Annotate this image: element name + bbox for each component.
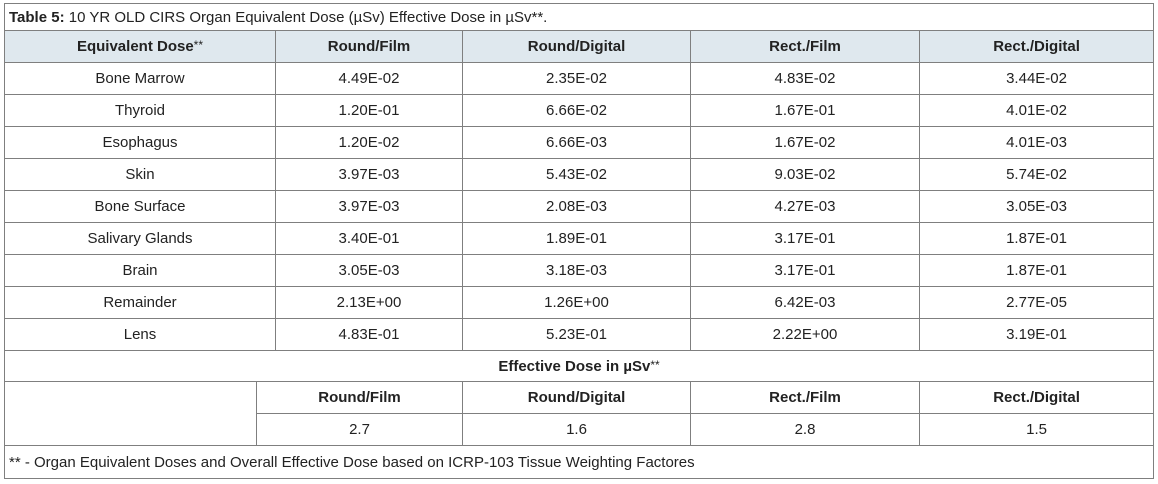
effective-values-row: 2.7 1.6 2.8 1.5: [5, 413, 1155, 446]
table-row: Bone Marrow 4.49E-02 2.35E-02 4.83E-02 3.44E…: [4, 62, 1155, 95]
dose-value-cell: 6.66E-02: [462, 94, 691, 127]
eff-value-rect-film: 2.8: [690, 413, 920, 446]
effective-blank-cell: [4, 381, 257, 446]
organ-name-cell: Bone Marrow: [4, 62, 276, 95]
eff-value-round-film: 2.7: [256, 413, 463, 446]
eff-header-round-film: Round/Film: [256, 381, 463, 414]
dose-value-cell: 3.44E-02: [918, 62, 1155, 95]
table-row: Skin 3.97E-03 5.43E-02 9.03E-02 5.74E-02: [4, 158, 1155, 191]
eff-header-rect-film: Rect./Film: [690, 381, 920, 414]
dose-value-cell: 2.13E+00: [275, 286, 463, 319]
dose-value-cell: 3.19E-01: [918, 318, 1155, 351]
organ-name-cell: Brain: [4, 254, 276, 287]
col-header-rect-film: Rect./Film: [690, 30, 920, 63]
dose-value-cell: 9.03E-02: [690, 158, 920, 191]
dose-value-cell: 1.67E-01: [690, 94, 920, 127]
organ-name-cell: Bone Surface: [4, 190, 276, 223]
eff-value-round-digital: 1.6: [462, 413, 691, 446]
dose-value-cell: 3.40E-01: [275, 222, 463, 255]
dose-value-cell: 4.83E-02: [690, 62, 920, 95]
organ-name-cell: Skin: [4, 158, 276, 191]
table-footnote: ** - Organ Equivalent Doses and Overall …: [3, 445, 1155, 479]
organ-name-cell: Esophagus: [4, 126, 276, 159]
organ-name-cell: Lens: [4, 318, 276, 351]
dose-value-cell: 2.08E-03: [462, 190, 691, 223]
dose-value-cell: 6.66E-03: [462, 126, 691, 159]
dose-value-cell: 2.22E+00: [690, 318, 920, 351]
table-row: Remainder 2.13E+00 1.26E+00 6.42E-03 2.77E-0…: [4, 286, 1155, 319]
dose-value-cell: 3.05E-03: [275, 254, 463, 287]
col-header-round-film: Round/Film: [275, 30, 463, 63]
dose-table: Table 5: 10 YR OLD CIRS Organ Equivalent…: [3, 3, 1155, 479]
dose-value-cell: 1.20E-01: [275, 94, 463, 127]
dose-value-cell: 4.01E-02: [918, 94, 1155, 127]
table-row: Brain 3.05E-03 3.18E-03 3.17E-01 1.87E-01: [4, 254, 1155, 287]
equiv-body: Bone Marrow 4.49E-02 2.35E-02 4.83E-02 3.44E…: [4, 62, 1155, 351]
eff-value-rect-digital: 1.5: [918, 413, 1155, 446]
dose-value-cell: 1.67E-02: [690, 126, 920, 159]
dose-value-cell: 6.42E-03: [690, 286, 920, 319]
col-header-equivalent-dose: Equivalent Dose**: [4, 30, 276, 63]
dose-value-cell: 5.43E-02: [462, 158, 691, 191]
dose-value-cell: 1.87E-01: [918, 222, 1155, 255]
dose-table-container: Table 5: 10 YR OLD CIRS Organ Equivalent…: [3, 3, 1155, 479]
dose-value-cell: 4.01E-03: [918, 126, 1155, 159]
dose-value-cell: 3.05E-03: [918, 190, 1155, 223]
dose-value-cell: 3.17E-01: [690, 222, 920, 255]
eff-header-round-digital: Round/Digital: [462, 381, 691, 414]
caption-text: 10 YR OLD CIRS Organ Equivalent Dose (µS…: [64, 8, 548, 26]
caption-label: Table 5:: [9, 8, 65, 26]
dose-value-cell: 2.77E-05: [918, 286, 1155, 319]
dose-value-cell: 3.97E-03: [275, 190, 463, 223]
dose-value-cell: 5.23E-01: [462, 318, 691, 351]
table-caption: Table 5: 10 YR OLD CIRS Organ Equivalent…: [3, 3, 1155, 31]
table-row: Lens 4.83E-01 5.23E-01 2.22E+00 3.19E-01: [4, 318, 1155, 351]
effective-dose-title: Effective Dose in µSv**: [3, 350, 1155, 382]
table-row: Salivary Glands 3.40E-01 1.89E-01 3.17E-01 1…: [4, 222, 1155, 255]
dose-value-cell: 2.35E-02: [462, 62, 691, 95]
equiv-header-row: Equivalent Dose** Round/Film Round/Digit…: [4, 30, 1155, 63]
dose-value-cell: 1.26E+00: [462, 286, 691, 319]
dose-value-cell: 1.89E-01: [462, 222, 691, 255]
dose-value-cell: 4.83E-01: [275, 318, 463, 351]
col-header-round-digital: Round/Digital: [462, 30, 691, 63]
dose-value-cell: 1.20E-02: [275, 126, 463, 159]
dose-value-cell: 3.17E-01: [690, 254, 920, 287]
eff-header-rect-digital: Rect./Digital: [918, 381, 1155, 414]
organ-name-cell: Remainder: [4, 286, 276, 319]
effective-header-row: Round/Film Round/Digital Rect./Film Rect…: [4, 381, 1155, 446]
dose-value-cell: 5.74E-02: [918, 158, 1155, 191]
dose-value-cell: 3.18E-03: [462, 254, 691, 287]
col-header-rect-digital: Rect./Digital: [918, 30, 1155, 63]
dose-value-cell: 4.27E-03: [690, 190, 920, 223]
dose-value-cell: 3.97E-03: [275, 158, 463, 191]
organ-name-cell: Salivary Glands: [4, 222, 276, 255]
dose-value-cell: 1.87E-01: [918, 254, 1155, 287]
dose-value-cell: 4.49E-02: [275, 62, 463, 95]
table-row: Bone Surface 3.97E-03 2.08E-03 4.27E-03 3.05…: [4, 190, 1155, 223]
organ-name-cell: Thyroid: [4, 94, 276, 127]
table-row: Thyroid 1.20E-01 6.66E-02 1.67E-01 4.01E-02: [4, 94, 1155, 127]
table-row: Esophagus 1.20E-02 6.66E-03 1.67E-02 4.01E-0…: [4, 126, 1155, 159]
